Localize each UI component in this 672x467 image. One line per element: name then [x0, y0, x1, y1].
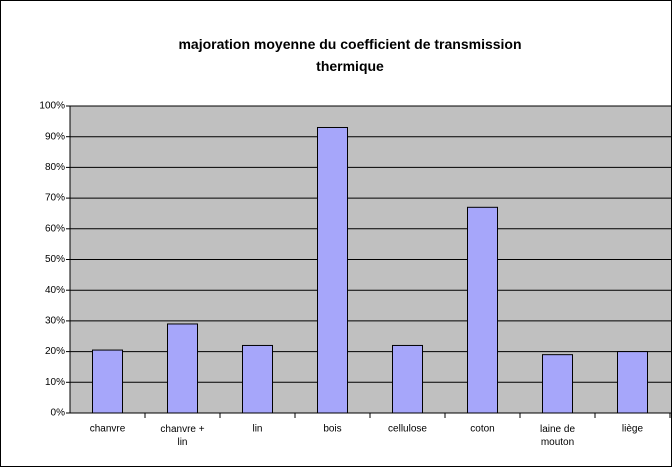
x-tick-label: chanvre — [90, 424, 126, 435]
x-tick-label: bois — [323, 424, 341, 435]
y-tick-label: 70% — [45, 193, 65, 204]
x-tick-label: coton — [470, 424, 494, 435]
y-tick-label: 20% — [45, 346, 65, 357]
bar — [92, 349, 123, 414]
y-tick-label: 10% — [45, 377, 65, 388]
y-tick-label: 30% — [45, 316, 65, 327]
y-tick-label: 50% — [45, 254, 65, 265]
x-tick-label: liège — [622, 424, 644, 435]
bar — [542, 354, 573, 414]
x-tick-label: lin — [252, 424, 262, 435]
x-tick-label: chanvre + lin — [160, 424, 204, 448]
bar — [167, 323, 198, 414]
bar — [317, 126, 348, 414]
x-tick-label: laine de mouton — [540, 424, 575, 448]
bar — [242, 344, 273, 414]
y-tick-label: 80% — [45, 162, 65, 173]
x-tick-label: cellulose — [388, 424, 427, 435]
chart-title: majoration moyenne du coefficient de tra… — [178, 36, 521, 74]
y-tick-label: 90% — [45, 131, 65, 142]
bar — [392, 344, 423, 414]
y-tick-label: 60% — [45, 223, 65, 234]
y-tick-label: 0% — [51, 408, 66, 419]
bar — [467, 206, 498, 414]
y-tick-label: 100% — [39, 101, 65, 112]
bar — [617, 351, 648, 414]
y-tick-label: 40% — [45, 285, 65, 296]
